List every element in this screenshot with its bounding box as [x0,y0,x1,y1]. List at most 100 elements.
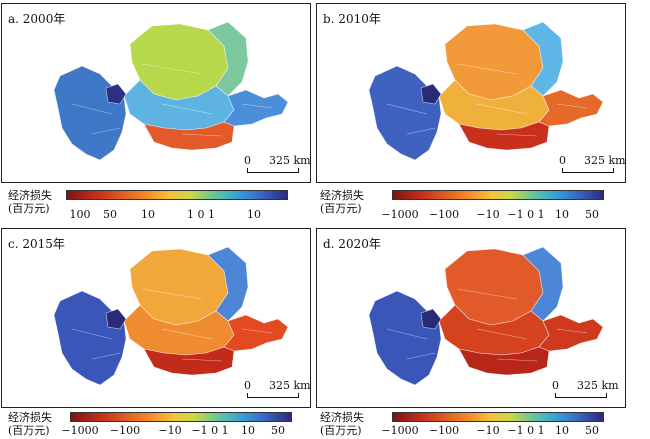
region-core [420,83,442,105]
tick-label: 10 [247,208,261,221]
region-map-d [368,246,604,386]
panel-title-b: b. 2010年 [323,12,381,26]
scale-zero-c: 0 [244,379,251,392]
county-boundary [181,358,223,362]
tick-label: 10 [241,424,255,437]
panel-title-a: a. 2000年 [8,12,66,26]
county-boundary [556,328,588,334]
region-east [223,89,289,127]
legend-title-b: 经济损失 [320,189,364,202]
scale-distance-c: 325 km [269,379,311,392]
tick-label: −100 [428,424,460,437]
scale-distance-a: 325 km [269,154,311,167]
color-ramp-b [392,190,604,200]
region-west [368,290,442,386]
tick-label: −10 [476,208,500,221]
tick-label: −1 0 1 [507,424,545,437]
tick-label: 1 0 1 [187,208,215,221]
region-northeast [207,21,249,97]
color-ramp-d [392,412,604,422]
tick-label: 50 [103,208,117,221]
region-south [143,346,235,376]
region-northeast [522,246,564,322]
color-ramp-c [70,412,292,422]
legend-c: 经济损失 (百万元) −1000 −100 −10 −1 0 1 10 50 [8,411,308,439]
county-boundary [141,288,203,300]
county-boundary [496,358,538,362]
county-boundary [91,127,121,135]
legend-title-d: 经济损失 [320,411,364,424]
region-map-a [53,21,289,161]
legend-title-a: 经济损失 [8,189,52,202]
county-boundary [406,127,436,135]
region-west [368,65,442,161]
scale-line-b [562,168,614,173]
region-east [223,314,289,352]
tick-label: 50 [585,424,599,437]
region-northeast [522,21,564,97]
county-boundary [386,328,428,340]
legend-b: 经济损失 (百万元) −1000 −100 −10 −1 0 1 10 50 [320,187,620,223]
legend-unit-a: (百万元) [8,202,50,215]
tick-label: −10 [158,424,182,437]
region-northeast [207,246,249,322]
map-panel-b: b. 2010年 0 325 km [316,3,626,183]
region-south [458,346,550,376]
scale-zero-d: 0 [552,379,559,392]
region-east [538,89,604,127]
panel-title-c: c. 2015年 [8,237,65,251]
county-boundary [241,103,273,109]
region-core [105,308,127,330]
tick-label: −1000 [381,208,419,221]
county-boundary [476,328,528,340]
county-boundary [71,103,113,115]
legend-unit-c: (百万元) [8,424,50,437]
legend-a: 经济损失 (百万元) 100 50 10 1 0 1 10 [8,187,308,223]
county-boundary [241,328,273,334]
tick-label: −100 [428,208,460,221]
scale-line-d [555,393,607,398]
scale-distance-b: 325 km [584,154,626,167]
region-core [105,83,127,105]
map-panel-c: c. 2015年 0 325 km [1,228,311,408]
scale-zero-a: 0 [244,154,251,167]
legend-unit-d: (百万元) [320,424,362,437]
tick-label: 10 [141,208,155,221]
scale-zero-b: 0 [559,154,566,167]
county-boundary [161,103,213,115]
region-south [458,121,550,151]
map-panel-d: d. 2020年 0 325 km [316,228,626,408]
region-east [538,314,604,352]
legend-unit-b: (百万元) [320,202,362,215]
legend-d: 经济损失 (百万元) −1000 −100 −10 −1 0 1 10 50 [320,411,620,439]
region-west [53,65,127,161]
tick-label: 50 [271,424,285,437]
scale-line-c [247,393,299,398]
color-ramp-a [66,190,288,200]
tick-label: −1000 [381,424,419,437]
region-core [420,308,442,330]
tick-label: −1000 [61,424,99,437]
county-boundary [141,63,203,75]
county-boundary [456,288,518,300]
county-boundary [91,352,121,360]
county-boundary [456,63,518,75]
legend-title-c: 经济损失 [8,411,52,424]
county-boundary [386,103,428,115]
county-boundary [496,133,538,137]
region-west [53,290,127,386]
tick-label: −100 [109,424,141,437]
tick-label: 100 [69,208,91,221]
panel-title-d: d. 2020年 [323,237,381,251]
map-panel-a: a. 2000年 0 325 km [1,3,311,183]
county-boundary [556,103,588,109]
tick-label: 10 [555,424,569,437]
tick-label: −1 0 1 [191,424,229,437]
county-boundary [476,103,528,115]
tick-label: 10 [555,208,569,221]
region-south [143,121,235,151]
county-boundary [161,328,213,340]
scale-line-a [247,168,299,173]
region-map-b [368,21,604,161]
county-boundary [71,328,113,340]
